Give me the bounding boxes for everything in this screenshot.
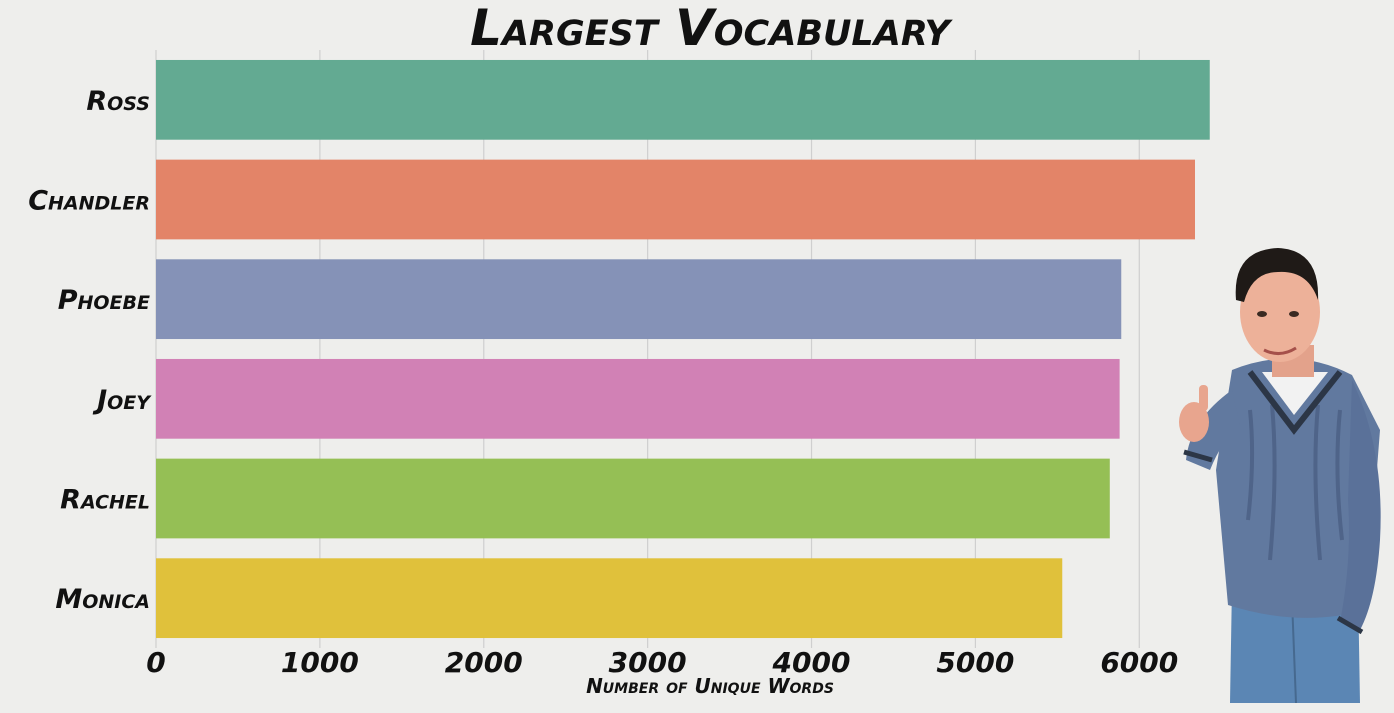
ross-thumbs-up-illustration — [1179, 248, 1381, 704]
category-label-ross: Ross — [86, 86, 150, 117]
bar-ross — [156, 59, 1210, 140]
x-axis-label: Number of Unique Words — [586, 674, 834, 698]
bars — [156, 59, 1210, 639]
x-tick-label: 4000 — [772, 646, 851, 679]
bar-chandler — [156, 159, 1196, 240]
x-tick-label: 0 — [146, 646, 165, 679]
category-label-rachel: Rachel — [60, 485, 150, 516]
category-label-chandler: Chandler — [28, 186, 150, 217]
category-labels: Ross Chandler Phoebe Joey Rachel Monica — [28, 86, 152, 615]
x-tick-label: 1000 — [281, 646, 359, 679]
gridlines — [155, 50, 1140, 648]
x-tick-label: 5000 — [936, 646, 1014, 679]
category-label-monica: Monica — [55, 584, 150, 615]
bar-rachel — [156, 458, 1110, 539]
x-tick-label: 3000 — [609, 646, 687, 679]
category-label-joey: Joey — [92, 385, 152, 416]
category-label-phoebe: Phoebe — [58, 285, 150, 316]
x-tick-labels: 0 1000 2000 3000 4000 5000 6000 — [146, 646, 1178, 679]
bar-joey — [156, 358, 1120, 439]
chart-title: Largest Vocabulary — [470, 0, 953, 57]
bar-phoebe — [156, 259, 1122, 340]
x-tick-label: 6000 — [1100, 646, 1178, 679]
x-tick-label: 2000 — [445, 646, 523, 679]
bar-monica — [156, 558, 1063, 639]
